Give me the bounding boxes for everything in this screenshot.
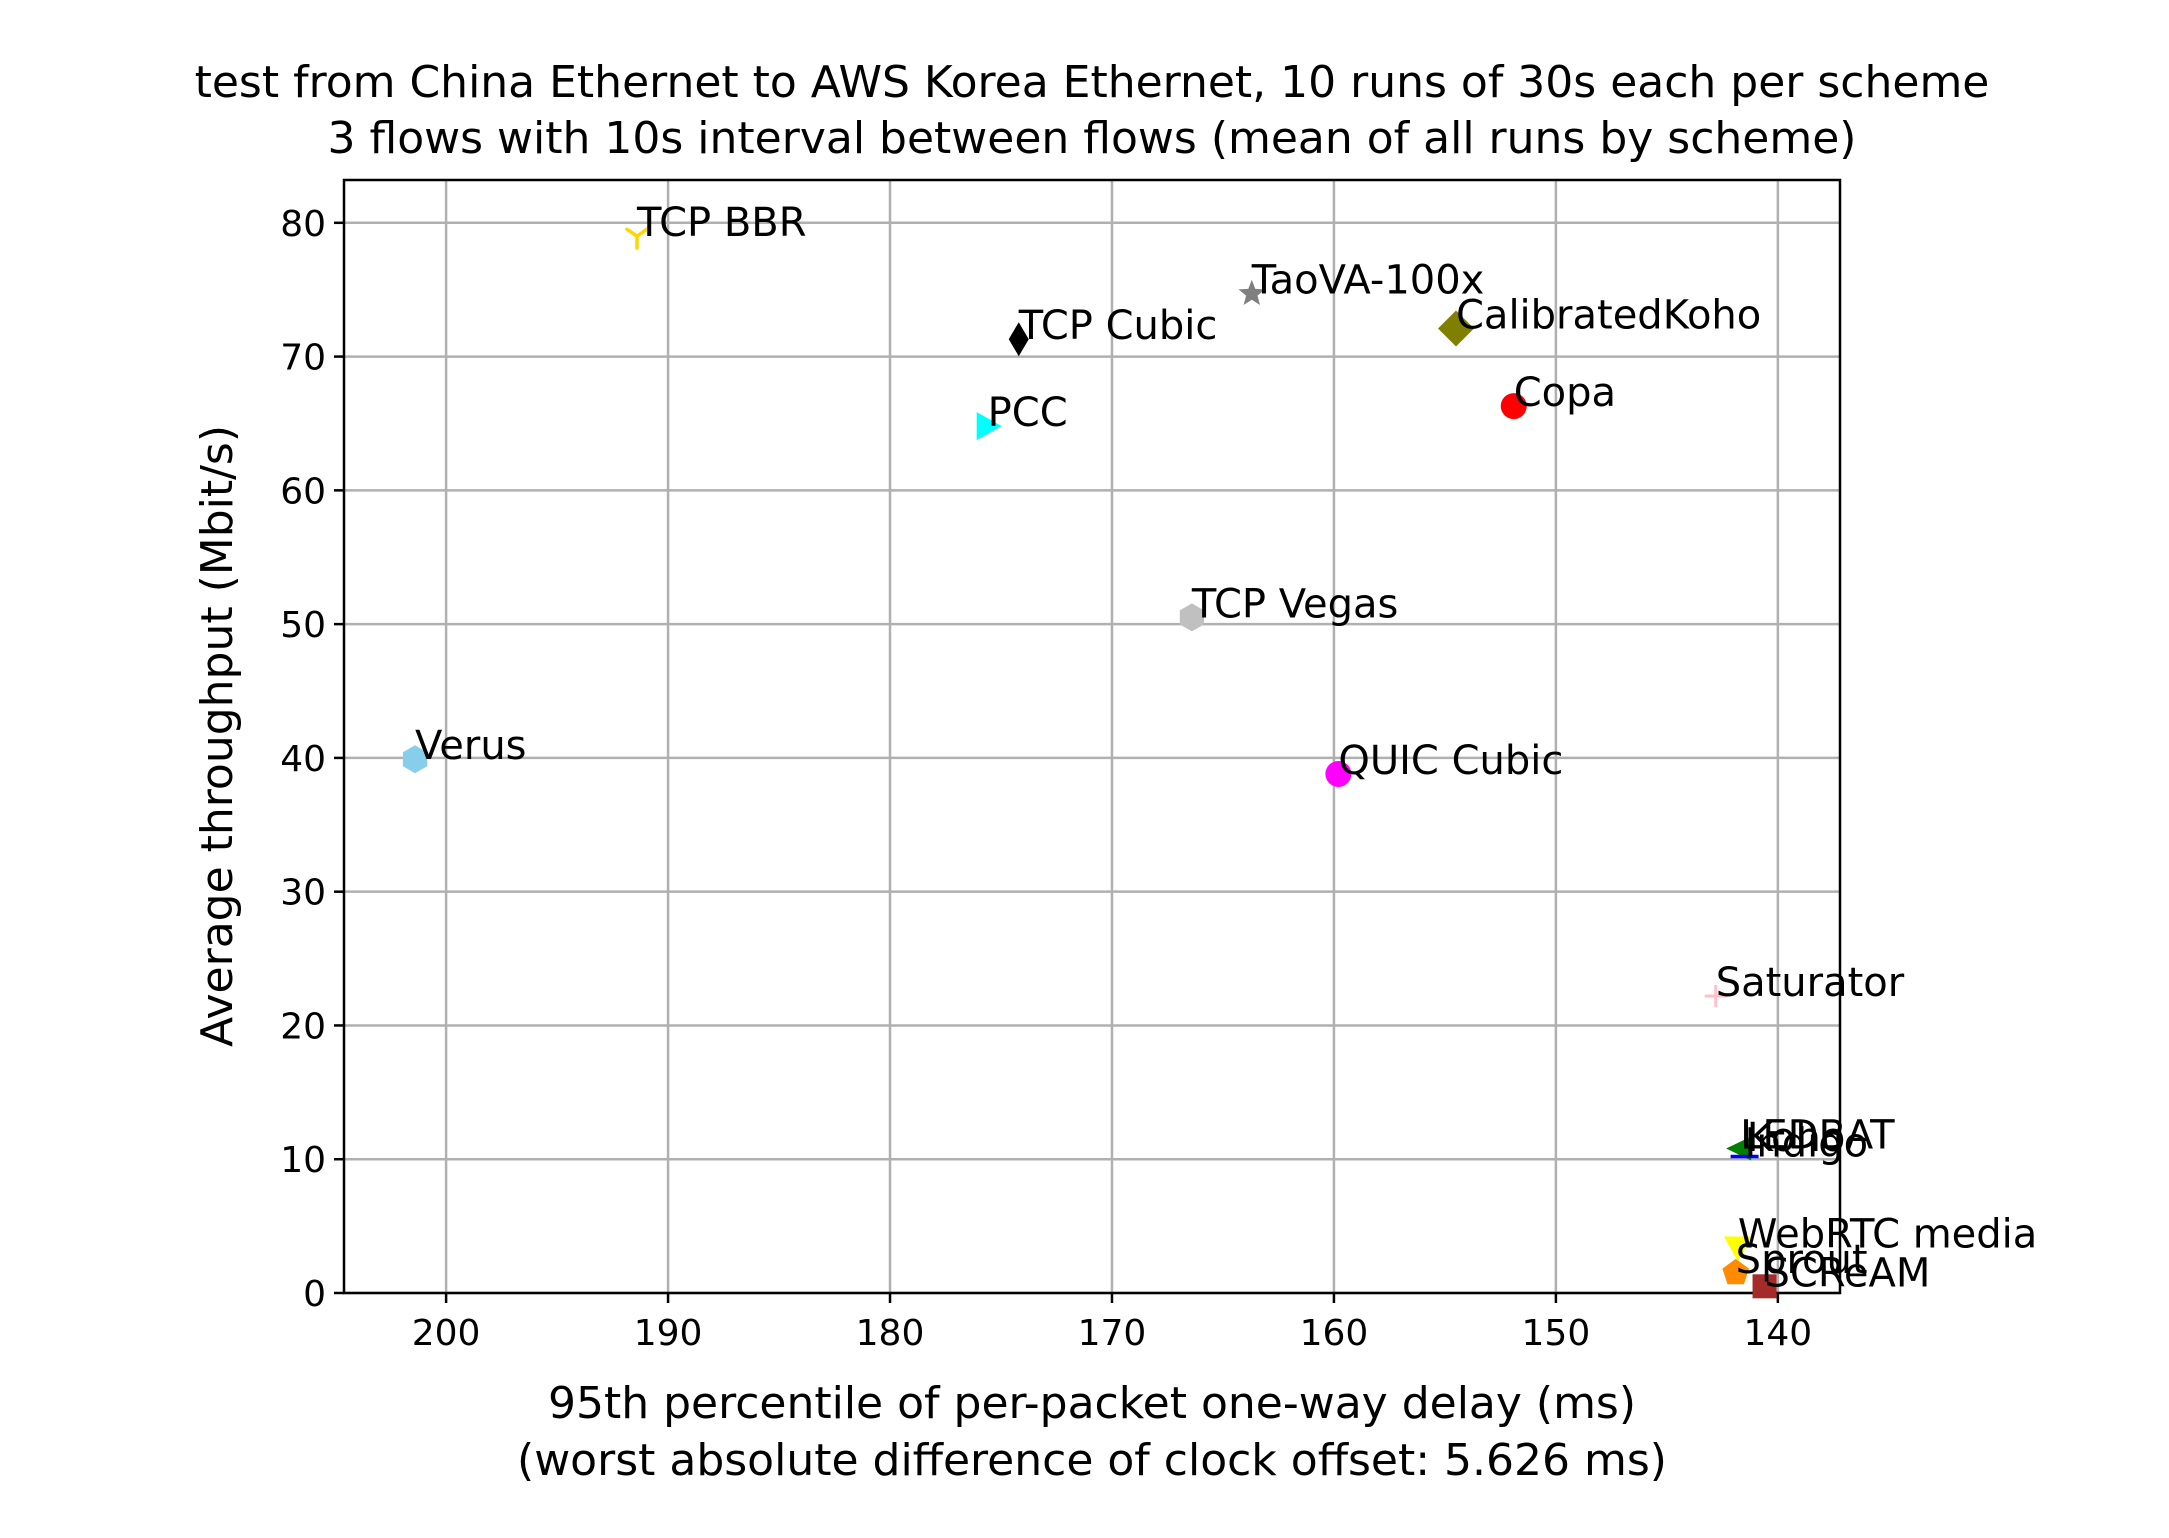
label-calibratedkoho: CalibratedKoho [1456, 292, 1761, 338]
x-axis-label-line-2: (worst absolute difference of clock offs… [517, 1435, 1667, 1486]
label-scream: SCReAM [1765, 1250, 1931, 1296]
chart-title-line-1: test from China Ethernet to AWS Korea Et… [195, 57, 1990, 108]
y-tick-label: 40 [280, 739, 326, 780]
label-saturator: Saturator [1716, 960, 1905, 1006]
label-pcc: PCC [988, 390, 1068, 436]
label-ledbat: LEDBAT [1740, 1113, 1895, 1159]
label-quic-cubic: QUIC Cubic [1338, 738, 1563, 784]
y-tick-label: 50 [280, 605, 326, 646]
marker-pcc [976, 412, 1002, 441]
data-points [402, 227, 1777, 1299]
y-axis-label: Average throughput (Mbit/s) [192, 425, 243, 1047]
axis-ticks: 200 190 180 170 160 150 140 0 10 20 30 40 50 60 70 80 [280, 204, 1812, 1354]
x-tick-label: 160 [1300, 1313, 1369, 1354]
marker-tcp-bbr-arm-right [635, 227, 649, 238]
x-tick-label: 170 [1078, 1313, 1147, 1354]
label-tcp-cubic: TCP Cubic [1018, 303, 1218, 349]
x-tick-label: 150 [1522, 1313, 1591, 1354]
marker-sprout [1722, 1258, 1749, 1285]
label-koho: Koho [1747, 1115, 1846, 1161]
label-verus: Verus [415, 723, 527, 769]
marker-calibratedkoho [1438, 310, 1474, 347]
label-taova-100x: TaoVA-100x [1251, 258, 1485, 304]
marker-scream [1752, 1274, 1777, 1299]
x-tick-label: 140 [1743, 1313, 1812, 1354]
marker-tcp-vegas [1179, 603, 1204, 632]
y-tick-label: 0 [303, 1274, 326, 1315]
label-tcp-vegas: TCP Vegas [1191, 581, 1398, 627]
y-tick-label: 20 [280, 1006, 326, 1047]
marker-taova-100x [1238, 279, 1266, 305]
label-copa: Copa [1514, 370, 1616, 416]
plot-frame [342, 178, 1842, 1295]
x-tick-label: 190 [634, 1313, 703, 1354]
y-tick-label: 60 [280, 471, 326, 512]
marker-quic-cubic [1325, 760, 1352, 787]
marker-saturator [1704, 985, 1727, 1008]
marker-tcp-bbr-arm-left [625, 227, 639, 238]
y-tick-label: 70 [280, 338, 326, 379]
marker-verus [402, 745, 428, 774]
label-indigo: Indigo [1745, 1121, 1869, 1167]
chart-title-line-2: 3 flows with 10s interval between flows … [328, 113, 1857, 164]
marker-tcp-cubic [1008, 322, 1029, 357]
label-webrtc-media: WebRTC media [1738, 1212, 2037, 1258]
marker-tcp-bbr [625, 227, 649, 250]
y-tick-label: 10 [280, 1140, 326, 1181]
x-tick-label: 180 [856, 1313, 925, 1354]
x-axis-label-line-1: 95th percentile of per-packet one-way de… [548, 1378, 1636, 1429]
marker-copa [1500, 393, 1527, 420]
label-tcp-bbr: TCP BBR [636, 200, 807, 246]
marker-webrtc-media [1723, 1236, 1752, 1262]
x-tick-label: 200 [412, 1313, 481, 1354]
label-sprout: Sprout [1736, 1237, 1868, 1283]
y-tick-label: 30 [280, 873, 326, 914]
point-labels: TCP BBR TaoVA-100x TCP Cubic CalibratedKoho… [415, 200, 2037, 1296]
marker-ledbat [1726, 1136, 1752, 1161]
y-tick-label: 80 [280, 204, 326, 245]
